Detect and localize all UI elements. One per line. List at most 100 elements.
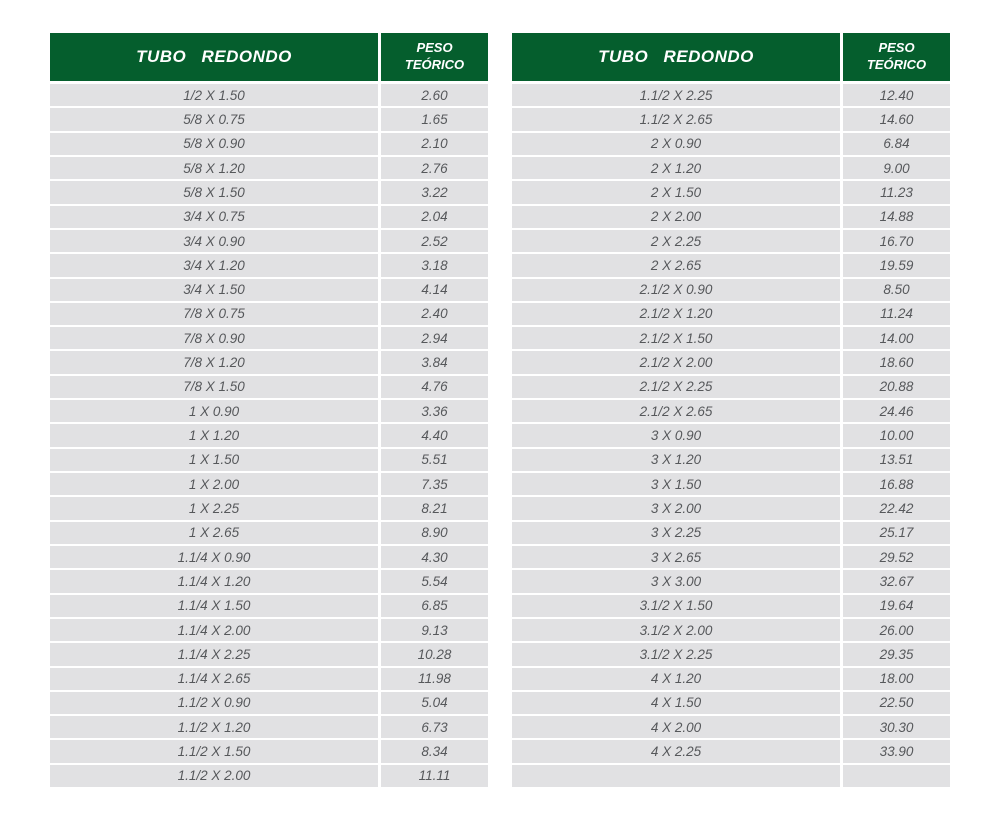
table-row: 5/8 X 0.90 2.10 <box>50 132 488 155</box>
table-row: 2.1/2 X 2.65 24.46 <box>512 400 950 423</box>
size-cell: 1.1/4 X 2.00 <box>50 618 378 642</box>
table-row: 3 X 1.20 13.51 <box>512 448 950 471</box>
table-row: 3/4 X 1.50 4.14 <box>50 278 488 301</box>
size-cell: 1.1/4 X 2.25 <box>50 643 378 666</box>
table-row: 2 X 2.65 19.59 <box>512 254 950 277</box>
peso-cell: 30.30 <box>843 716 950 739</box>
size-cell: 3.1/2 X 2.00 <box>512 618 840 642</box>
table-row: 1 X 2.00 7.35 <box>50 473 488 496</box>
peso-cell: 2.40 <box>381 302 488 326</box>
peso-cell: 2.10 <box>381 132 488 155</box>
size-cell: 1.1/2 X 1.20 <box>50 716 378 739</box>
table-row: 3/4 X 0.75 2.04 <box>50 205 488 228</box>
peso-cell: 16.70 <box>843 229 950 253</box>
size-cell: 1 X 0.90 <box>50 400 378 423</box>
size-cell: 1 X 2.25 <box>50 497 378 520</box>
peso-cell: 8.34 <box>381 740 488 763</box>
table-row: 1.1/2 X 1.20 6.73 <box>50 716 488 739</box>
table-row: 2 X 0.90 6.84 <box>512 132 950 155</box>
peso-cell <box>843 764 950 788</box>
size-cell: 3 X 2.00 <box>512 497 840 520</box>
peso-cell: 1.65 <box>381 108 488 131</box>
peso-cell: 11.23 <box>843 181 950 204</box>
size-cell: 1 X 2.65 <box>50 521 378 544</box>
peso-cell: 3.84 <box>381 351 488 374</box>
header-tubo-redondo: TUBO REDONDO <box>50 33 378 81</box>
table-row: 2.1/2 X 2.25 20.88 <box>512 375 950 399</box>
peso-cell: 3.36 <box>381 400 488 423</box>
table-row: 5/8 X 0.75 1.65 <box>50 108 488 131</box>
table-row: 3/4 X 0.90 2.52 <box>50 229 488 253</box>
table-row: 5/8 X 1.20 2.76 <box>50 156 488 180</box>
size-cell: 4 X 1.50 <box>512 691 840 715</box>
peso-cell: 4.76 <box>381 375 488 399</box>
peso-cell: 12.40 <box>843 84 950 107</box>
table-row: 3 X 3.00 32.67 <box>512 570 950 593</box>
size-cell: 4 X 2.25 <box>512 740 840 763</box>
size-cell: 2 X 2.25 <box>512 229 840 253</box>
size-cell: 2 X 1.50 <box>512 181 840 204</box>
size-cell: 2 X 1.20 <box>512 156 840 180</box>
table-row: 3.1/2 X 2.00 26.00 <box>512 618 950 642</box>
size-cell: 2 X 0.90 <box>512 132 840 155</box>
table-body: 1/2 X 1.50 2.60 5/8 X 0.75 1.65 5/8 X 0.… <box>50 84 488 788</box>
size-cell: 3 X 0.90 <box>512 424 840 447</box>
peso-cell: 3.18 <box>381 254 488 277</box>
size-cell: 1.1/2 X 0.90 <box>50 691 378 715</box>
table-row: 1.1/4 X 1.50 6.85 <box>50 594 488 617</box>
size-cell <box>512 764 840 788</box>
peso-cell: 2.76 <box>381 156 488 180</box>
table-row: 1.1/2 X 0.90 5.04 <box>50 691 488 715</box>
peso-cell: 8.50 <box>843 278 950 301</box>
size-cell: 1 X 2.00 <box>50 473 378 496</box>
tube-table-left: TUBO REDONDO PESO TEÓRICO 1/2 X 1.50 2.6… <box>50 33 488 788</box>
size-cell: 2.1/2 X 0.90 <box>512 278 840 301</box>
table-header: TUBO REDONDO PESO TEÓRICO <box>512 33 950 81</box>
peso-cell: 8.21 <box>381 497 488 520</box>
peso-cell: 5.04 <box>381 691 488 715</box>
peso-cell: 9.00 <box>843 156 950 180</box>
table-row: 1/2 X 1.50 2.60 <box>50 84 488 107</box>
table-row: 3.1/2 X 1.50 19.64 <box>512 594 950 617</box>
size-cell: 7/8 X 0.75 <box>50 302 378 326</box>
table-row: 3 X 2.25 25.17 <box>512 521 950 544</box>
peso-cell: 2.94 <box>381 327 488 350</box>
size-cell: 7/8 X 1.20 <box>50 351 378 374</box>
peso-cell: 20.88 <box>843 375 950 399</box>
size-cell: 3/4 X 1.20 <box>50 254 378 277</box>
size-cell: 3 X 2.65 <box>512 545 840 569</box>
table-row: 1 X 2.65 8.90 <box>50 521 488 544</box>
size-cell: 2.1/2 X 1.50 <box>512 327 840 350</box>
table-body: 1.1/2 X 2.25 12.40 1.1/2 X 2.65 14.60 2 … <box>512 84 950 788</box>
table-row: 2.1/2 X 0.90 8.50 <box>512 278 950 301</box>
size-cell: 3/4 X 0.90 <box>50 229 378 253</box>
size-cell: 2.1/2 X 2.65 <box>512 400 840 423</box>
peso-cell: 18.00 <box>843 667 950 690</box>
peso-cell: 14.88 <box>843 205 950 228</box>
peso-cell: 18.60 <box>843 351 950 374</box>
size-cell: 2.1/2 X 2.25 <box>512 375 840 399</box>
table-row: 1.1/2 X 2.00 11.11 <box>50 764 488 788</box>
size-cell: 3/4 X 0.75 <box>50 205 378 228</box>
table-row: 1.1/4 X 0.90 4.30 <box>50 545 488 569</box>
peso-cell: 2.04 <box>381 205 488 228</box>
table-row: 7/8 X 0.90 2.94 <box>50 327 488 350</box>
table-row: 1.1/4 X 2.00 9.13 <box>50 618 488 642</box>
peso-cell: 6.85 <box>381 594 488 617</box>
size-cell: 3 X 2.25 <box>512 521 840 544</box>
peso-cell: 11.98 <box>381 667 488 690</box>
table-row: 7/8 X 1.20 3.84 <box>50 351 488 374</box>
header-peso-teorico: PESO TEÓRICO <box>381 33 488 81</box>
table-row: 1.1/4 X 1.20 5.54 <box>50 570 488 593</box>
peso-cell: 2.52 <box>381 229 488 253</box>
size-cell: 1 X 1.50 <box>50 448 378 471</box>
table-row <box>512 764 950 788</box>
size-cell: 3 X 3.00 <box>512 570 840 593</box>
peso-cell: 10.28 <box>381 643 488 666</box>
peso-cell: 4.30 <box>381 545 488 569</box>
peso-cell: 6.84 <box>843 132 950 155</box>
size-cell: 3.1/2 X 1.50 <box>512 594 840 617</box>
table-row: 2 X 1.20 9.00 <box>512 156 950 180</box>
peso-cell: 2.60 <box>381 84 488 107</box>
size-cell: 4 X 2.00 <box>512 716 840 739</box>
